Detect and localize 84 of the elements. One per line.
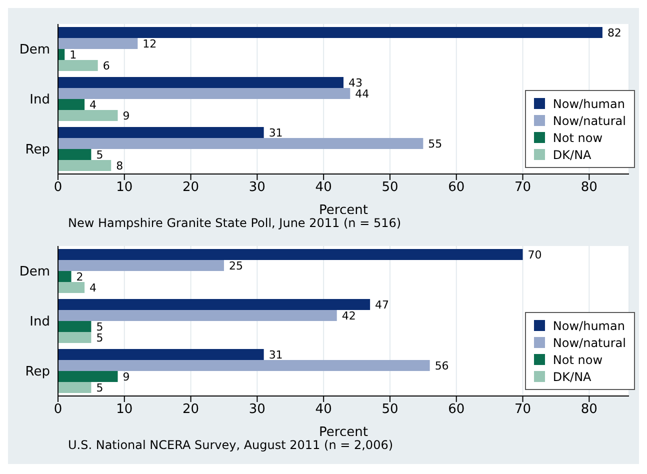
data-label: 56 bbox=[434, 359, 449, 372]
data-label: 12 bbox=[142, 37, 157, 50]
bar bbox=[58, 371, 118, 382]
bar bbox=[58, 160, 112, 171]
x-tick-label: 80 bbox=[580, 402, 598, 418]
data-label: 44 bbox=[355, 87, 370, 100]
bar bbox=[58, 99, 85, 110]
x-tick-label: 30 bbox=[248, 402, 266, 418]
data-label: 70 bbox=[528, 248, 542, 262]
x-axis-title: Percent bbox=[319, 425, 368, 440]
data-label: 43 bbox=[348, 76, 362, 90]
bar bbox=[58, 38, 138, 49]
text: New Hampshire Granite State Poll, June 2011 (n = 516) bbox=[68, 215, 402, 232]
data-label: 5 bbox=[96, 381, 104, 394]
data-label: 2 bbox=[76, 270, 84, 284]
x-tick-label: 0 bbox=[54, 402, 62, 418]
bar bbox=[58, 149, 92, 160]
bar bbox=[58, 271, 72, 282]
data-label: 5 bbox=[96, 148, 104, 162]
text: U.S. National NCERA Survey, August 2011 (n = 2,006) bbox=[68, 437, 394, 454]
legend-label: DK/NA bbox=[552, 368, 592, 385]
data-label: 8 bbox=[116, 159, 124, 172]
x-tick-label: 40 bbox=[315, 402, 332, 418]
legend-label: Now/human bbox=[552, 318, 626, 334]
bar bbox=[58, 360, 430, 371]
data-label: 5 bbox=[96, 331, 104, 344]
legend-label: Not now bbox=[552, 352, 604, 368]
bar bbox=[58, 349, 264, 360]
legend-label: DK/NA bbox=[552, 146, 592, 163]
legend-label: Not now bbox=[552, 130, 604, 146]
x-tick-label: 80 bbox=[580, 180, 598, 196]
y-tick-label: Ind bbox=[30, 314, 50, 330]
data-label: 31 bbox=[268, 126, 283, 140]
bar bbox=[58, 49, 65, 60]
x-tick-label: 0 bbox=[54, 180, 62, 196]
x-tick-label: 10 bbox=[116, 402, 133, 418]
data-label: 47 bbox=[375, 298, 390, 312]
legend-label: Now/natural bbox=[552, 334, 626, 351]
data-label: 31 bbox=[268, 348, 283, 362]
data-label: 9 bbox=[122, 370, 130, 384]
x-tick-label: 60 bbox=[448, 180, 465, 196]
bar bbox=[58, 27, 602, 38]
y-tick-label: Ind bbox=[30, 92, 50, 108]
x-tick-label: 20 bbox=[182, 402, 200, 418]
bar bbox=[58, 260, 224, 271]
y-tick-label: Rep bbox=[25, 364, 50, 380]
y-tick-label: Dem bbox=[19, 264, 50, 280]
bar bbox=[58, 77, 344, 88]
data-label: 4 bbox=[90, 281, 97, 294]
x-tick-label: 40 bbox=[315, 180, 332, 196]
bar bbox=[58, 310, 337, 321]
data-label: 25 bbox=[228, 259, 243, 272]
legend-label: Now/natural bbox=[552, 112, 626, 129]
bar bbox=[58, 332, 92, 343]
data-label: 6 bbox=[102, 59, 110, 72]
x-axis-title: Percent bbox=[319, 203, 368, 218]
x-tick-label: 30 bbox=[248, 180, 266, 196]
x-tick-label: 10 bbox=[116, 180, 133, 196]
legend-label: Now/human bbox=[552, 96, 626, 112]
data-label: 4 bbox=[90, 98, 97, 112]
y-tick-label: Dem bbox=[19, 42, 50, 58]
bar bbox=[58, 138, 424, 149]
data-label: 9 bbox=[122, 109, 130, 122]
data-label: 55 bbox=[428, 137, 442, 150]
x-tick-label: 70 bbox=[514, 180, 532, 196]
x-tick-label: 50 bbox=[382, 180, 398, 196]
x-tick-label: 50 bbox=[382, 402, 398, 418]
data-label: 1 bbox=[70, 48, 77, 62]
bar bbox=[58, 382, 92, 393]
bar bbox=[58, 321, 92, 332]
data-label: 42 bbox=[342, 309, 356, 322]
bar bbox=[58, 282, 85, 293]
bar bbox=[58, 110, 118, 121]
x-tick-label: 70 bbox=[514, 402, 532, 418]
bar bbox=[58, 249, 523, 260]
bar bbox=[58, 127, 264, 138]
bar bbox=[58, 88, 350, 99]
data-label: 5 bbox=[96, 320, 104, 334]
bar bbox=[58, 299, 370, 310]
x-tick-label: 20 bbox=[182, 180, 200, 196]
data-label: 82 bbox=[607, 26, 622, 40]
bar bbox=[58, 60, 98, 71]
x-tick-label: 60 bbox=[448, 402, 465, 418]
y-tick-label: Rep bbox=[25, 142, 50, 158]
